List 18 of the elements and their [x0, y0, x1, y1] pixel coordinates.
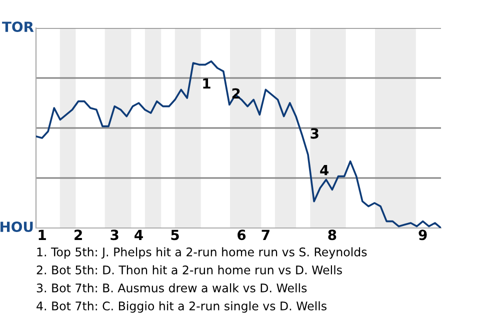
annotation: 3 — [310, 128, 318, 139]
x-tick-label: 7 — [262, 230, 270, 240]
text: 3. Bot 7th: B. Ausmus drew a walk vs D. Wells — [36, 283, 307, 292]
x-tick-label: 3 — [110, 230, 118, 240]
text: 1. Top 5th: J. Phelps hit a 2-run home run vs S. Reynolds — [37, 247, 367, 259]
text: HOU — [0, 222, 33, 232]
annotation: 4 — [320, 165, 329, 176]
x-tick-label: 8 — [328, 230, 336, 240]
text: 4. Bot 7th: C. Biggio hit a 2-run single vs D. Wells — [36, 301, 326, 313]
x-tick-label: 4 — [134, 230, 143, 240]
x-tick-label: 5 — [171, 230, 179, 240]
text: TOR — [2, 22, 34, 32]
x-tick-label: 9 — [418, 230, 427, 240]
x-tick-label: 6 — [238, 230, 246, 240]
x-tick-label: 2 — [74, 230, 82, 240]
text: 2. Bot 5th: D. Thon hit a 2-run home run vs D. Wells — [36, 265, 342, 274]
x-tick-label: 1 — [38, 230, 46, 240]
annotation: 1 — [203, 78, 210, 88]
